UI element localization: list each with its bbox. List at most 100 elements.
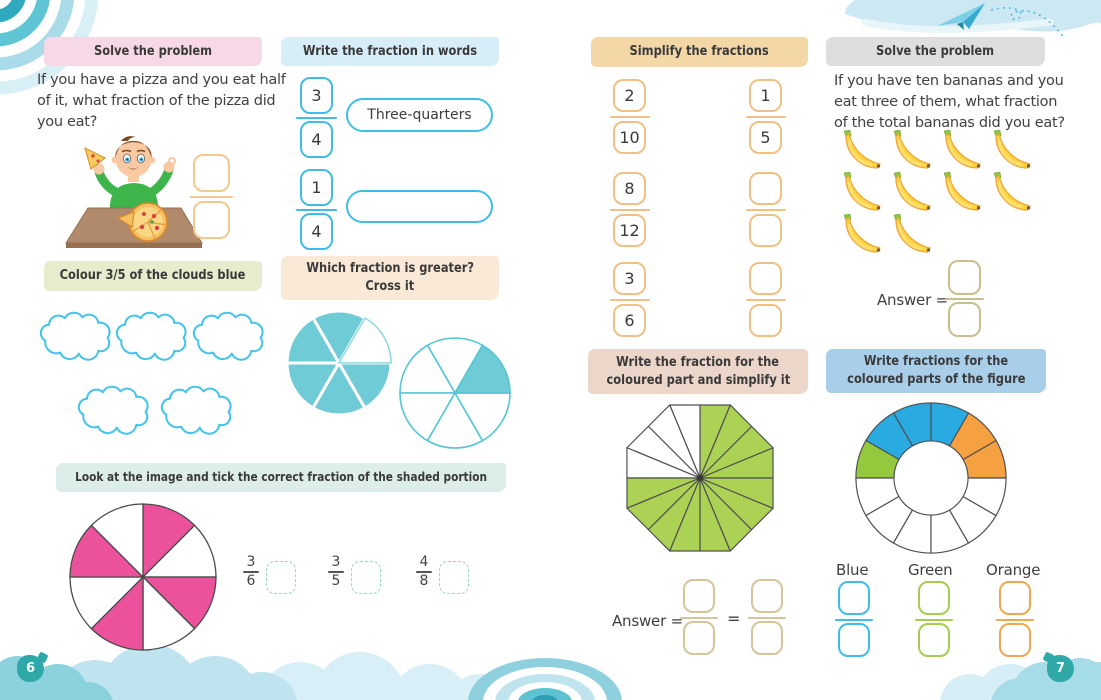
pie-one-sixth[interactable] <box>397 335 513 451</box>
cloud-outline-1[interactable] <box>36 309 116 361</box>
header-text: Simplify the fractions <box>629 44 770 60</box>
option-numerator: 3 <box>246 554 256 570</box>
swirl-decoration <box>468 658 622 700</box>
fraction-words-answer-box-1[interactable]: Three-quarters <box>346 98 493 132</box>
simplify-answer-numerator[interactable] <box>749 172 782 205</box>
blue-fraction-numerator-box[interactable] <box>838 581 870 615</box>
fraction-denominator: 4 <box>300 121 333 158</box>
option-fraction-3: 4 8 <box>414 555 434 589</box>
simplify-denominator: 10 <box>613 121 646 154</box>
simplify-answer-denominator[interactable]: 5 <box>749 121 782 154</box>
option-checkbox-3[interactable] <box>439 561 469 594</box>
simplify-answer-numerator[interactable] <box>749 262 782 295</box>
option-denominator: 6 <box>246 572 256 589</box>
header-text-line1: Write fractions for the <box>863 354 1009 370</box>
fraction-bar <box>610 116 650 118</box>
pizza-answer-denominator-box[interactable] <box>193 201 230 239</box>
option-denominator: 5 <box>331 572 341 589</box>
banana-question-text: If you have ten bananas and you eat thre… <box>834 73 1065 131</box>
simplify-answer-denominator[interactable] <box>749 304 782 337</box>
option-checkbox-1[interactable] <box>266 561 296 594</box>
simplify-numerator: 8 <box>613 172 646 205</box>
cloud-outline-4[interactable] <box>74 383 154 435</box>
pie-five-sixths[interactable] <box>284 308 394 418</box>
simplify-numerator: 2 <box>613 79 646 112</box>
page-number-badge-left: 6 <box>17 655 44 682</box>
option-numerator: 4 <box>419 554 429 570</box>
fraction-bar <box>190 196 233 198</box>
fraction-numerator: 1 <box>300 169 333 206</box>
header-colour-clouds: Colour 3/5 of the clouds blue <box>44 261 262 291</box>
fraction-bar <box>835 619 873 621</box>
pizza-question-text: If you have a pizza and you eat half of … <box>37 72 286 130</box>
green-label: Green <box>908 561 953 579</box>
shaded-slice <box>453 344 511 394</box>
header-text-line2: coloured part and simplify it <box>606 372 790 388</box>
banana-answer-numerator-box[interactable] <box>948 260 981 295</box>
fraction-bar <box>945 298 984 300</box>
fraction-bar <box>680 617 718 619</box>
paper-plane-icon <box>937 3 985 30</box>
header-text-line2: coloured parts of the figure <box>846 372 1026 387</box>
cloud-outline-2[interactable] <box>112 309 192 361</box>
fraction-bar <box>296 209 337 211</box>
fraction-numerator: 3 <box>300 77 333 114</box>
header-solve-problem-right: Solve the problem <box>826 37 1045 66</box>
dotted-trail <box>990 7 1064 37</box>
cloud-outline-3[interactable] <box>189 309 269 361</box>
header-tick-fraction: Look at the image and tick the correct f… <box>56 463 506 492</box>
header-solve-problem-left: Solve the problem <box>44 37 262 66</box>
orange-fraction-numerator-box[interactable] <box>999 581 1031 615</box>
page-number: 6 <box>25 661 36 676</box>
page-number-badge-right: 7 <box>1047 655 1074 682</box>
equals-sign: = <box>727 609 741 628</box>
answer-label: Answer = <box>612 612 683 630</box>
blue-fraction-denominator-box[interactable] <box>838 623 870 657</box>
header-text: Solve the problem <box>93 43 213 59</box>
fraction-bar <box>328 571 344 573</box>
cloud-outline-5[interactable] <box>157 383 237 435</box>
fraction-denominator: 4 <box>300 213 333 250</box>
fraction-bar <box>746 299 786 301</box>
fraction-bar <box>746 116 786 118</box>
header-text-line1: Write the fraction for the <box>616 354 780 370</box>
simplify-answer-numerator[interactable]: 1 <box>749 79 782 112</box>
simplify-answer-denominator[interactable] <box>749 214 782 247</box>
fraction-bar <box>996 619 1034 621</box>
octagon-simplified-denominator-box[interactable] <box>751 621 783 655</box>
option-fraction-1: 3 6 <box>241 555 261 589</box>
header-text: Write the fraction in words <box>302 43 478 59</box>
option-numerator: 3 <box>331 554 341 570</box>
header-text: Colour 3/5 of the clouds blue <box>60 268 246 284</box>
bananas-illustration <box>842 130 1032 254</box>
octagon-twelve-sixteenths <box>626 404 774 552</box>
banana-answer-denominator-box[interactable] <box>948 302 981 337</box>
fraction-words-answer-box-2[interactable] <box>346 190 493 223</box>
fraction-bar <box>746 209 786 211</box>
fraction-bar <box>915 619 953 621</box>
fraction-bar <box>416 571 432 573</box>
orange-fraction-denominator-box[interactable] <box>999 623 1031 657</box>
option-fraction-2: 3 5 <box>326 555 346 589</box>
blue-label: Blue <box>836 561 869 579</box>
simplify-denominator: 6 <box>613 304 646 337</box>
octagon-answer-numerator-box[interactable] <box>683 579 715 613</box>
unshaded-slice <box>337 316 392 364</box>
octagon-answer-denominator-box[interactable] <box>683 621 715 655</box>
fraction-bar <box>748 617 786 619</box>
octagon-simplified-numerator-box[interactable] <box>751 579 783 613</box>
header-which-greater: Which fraction is greater? Cross it <box>281 256 499 300</box>
fraction-bar <box>243 571 259 573</box>
green-fraction-numerator-box[interactable] <box>918 581 950 615</box>
pie-four-eighths-pink <box>69 503 217 651</box>
green-fraction-denominator-box[interactable] <box>918 623 950 657</box>
header-text: Look at the image and tick the correct f… <box>75 470 487 485</box>
page-number: 7 <box>1055 661 1066 676</box>
header-text-line1: Which fraction is greater? <box>306 261 474 277</box>
option-checkbox-2[interactable] <box>351 561 381 594</box>
pizza-answer-numerator-box[interactable] <box>193 154 230 192</box>
paper-plane-wave-decoration <box>845 0 1101 37</box>
option-denominator: 8 <box>419 572 429 589</box>
simplify-denominator: 12 <box>613 214 646 247</box>
